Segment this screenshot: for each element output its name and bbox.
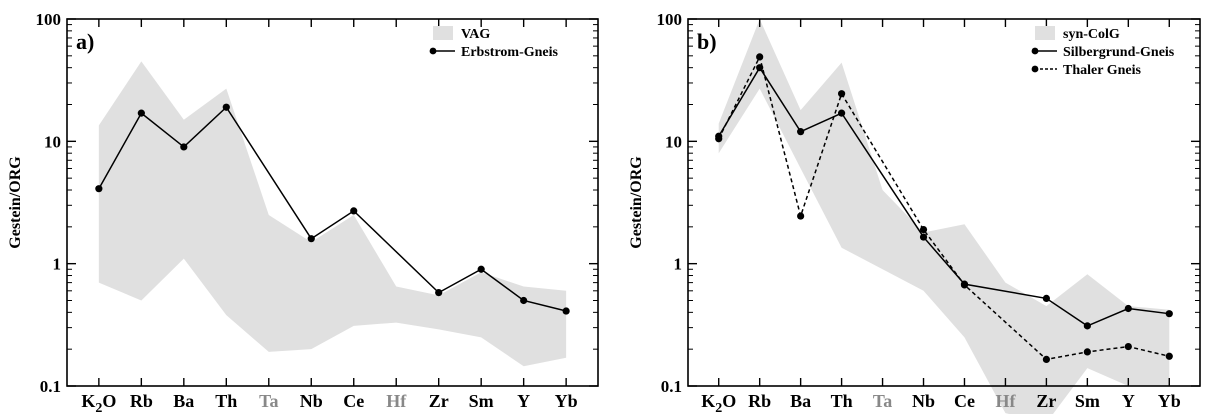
x-tick-label: Yb (1158, 391, 1181, 411)
data-point (1165, 352, 1173, 360)
x-tick-label: Ta (873, 391, 892, 411)
data-point (1165, 310, 1173, 318)
data-point (838, 90, 846, 98)
legend-marker (429, 47, 437, 55)
data-point (222, 103, 230, 111)
legend-marker (1031, 65, 1039, 73)
y-tick-label: 1 (674, 255, 683, 274)
y-tick-label: 100 (657, 10, 683, 29)
legend-label: Thaler Gneis (1063, 63, 1141, 78)
data-point (838, 109, 846, 117)
data-point (1124, 342, 1132, 351)
y-tick-label: 100 (36, 10, 62, 29)
panel-label: b) (697, 29, 717, 54)
x-tick-label: Ta (259, 391, 278, 411)
x-tick-label: Yb (555, 391, 578, 411)
data-point (797, 128, 805, 136)
data-point (350, 207, 358, 215)
chart-panel-a: 0.1 1 10 100 Gestein/ORG K2O Rb Ba Th Ta Nb Ce Hf Zr S… (7, 10, 599, 414)
legend: syn-ColG Silbergrund-Gneis Thaler Gneis (1031, 26, 1175, 78)
x-tick-label: Y (517, 391, 530, 411)
x-tick-label: Rb (130, 391, 153, 411)
data-point (137, 109, 145, 117)
y-axis-label: Gestein/ORG (628, 156, 645, 249)
x-tick-label: Th (831, 391, 853, 411)
x-tick-label: Zr (1036, 391, 1056, 411)
y-tick-label: 10 (665, 132, 682, 151)
x-tick-label: Zr (429, 391, 449, 411)
panel-label: a) (76, 29, 94, 54)
x-tick-label: Hf (995, 391, 1016, 411)
legend-label: syn-ColG (1063, 27, 1120, 42)
legend-marker (1031, 47, 1039, 55)
series-line (98, 106, 567, 312)
y-tick-label: 0.1 (40, 377, 61, 396)
data-point (1042, 355, 1050, 363)
y-tick-label: 10 (44, 132, 61, 151)
data-point (960, 281, 969, 289)
x-tick-label: Hf (386, 391, 407, 411)
data-point (435, 289, 443, 297)
legend-label: Silbergrund-Gneis (1063, 45, 1175, 60)
data-point (477, 265, 485, 273)
y-tick-label: 1 (53, 255, 62, 274)
field-band (98, 61, 567, 367)
y-tick-label: 0.1 (661, 377, 682, 396)
x-tick-label: Ba (790, 391, 811, 411)
data-point (797, 212, 805, 220)
data-point (919, 225, 928, 234)
plot-frame (687, 18, 1201, 387)
legend: VAG Erbstrom-Gneis (429, 26, 559, 60)
legend-swatch (433, 26, 453, 40)
y-axis-label: Gestein/ORG (7, 156, 24, 249)
series-line (718, 66, 1170, 327)
data-point (307, 235, 315, 243)
legend-label: Erbstrom-Gneis (461, 45, 559, 60)
x-tick-label: Sm (469, 391, 494, 411)
x-tick-label: Sm (1075, 391, 1100, 411)
data-point (95, 185, 103, 193)
x-tick-label: Ce (343, 391, 364, 411)
data-point (562, 307, 570, 315)
plot-frame (66, 18, 599, 387)
x-tick-label: Ba (173, 391, 194, 411)
data-point (919, 233, 928, 241)
x-tick-label: Th (215, 391, 237, 411)
data-point (180, 143, 188, 151)
x-tick-label: Ce (954, 391, 975, 411)
data-point (715, 135, 723, 143)
chart-panel-b: 0.1 1 10 100 Gestein/ORG K2O Rb Ba Th Ta Nb Ce Hf Zr S… (628, 10, 1201, 414)
field-band (718, 19, 1170, 414)
x-tick-label: Y (1122, 391, 1135, 411)
legend-label: VAG (461, 27, 490, 42)
x-tick-label: Nb (300, 391, 323, 411)
data-point (1083, 322, 1091, 330)
series-line (718, 54, 1170, 361)
x-tick-label: Nb (912, 391, 935, 411)
x-tick-label: K2O (701, 391, 736, 414)
legend-swatch (1035, 26, 1055, 40)
data-point (756, 53, 764, 61)
data-point (1042, 294, 1050, 303)
data-point (1124, 304, 1132, 313)
x-tick-label: K2O (81, 391, 116, 414)
x-tick-label: Rb (748, 391, 771, 411)
data-point (1083, 348, 1091, 356)
data-point (520, 296, 528, 305)
